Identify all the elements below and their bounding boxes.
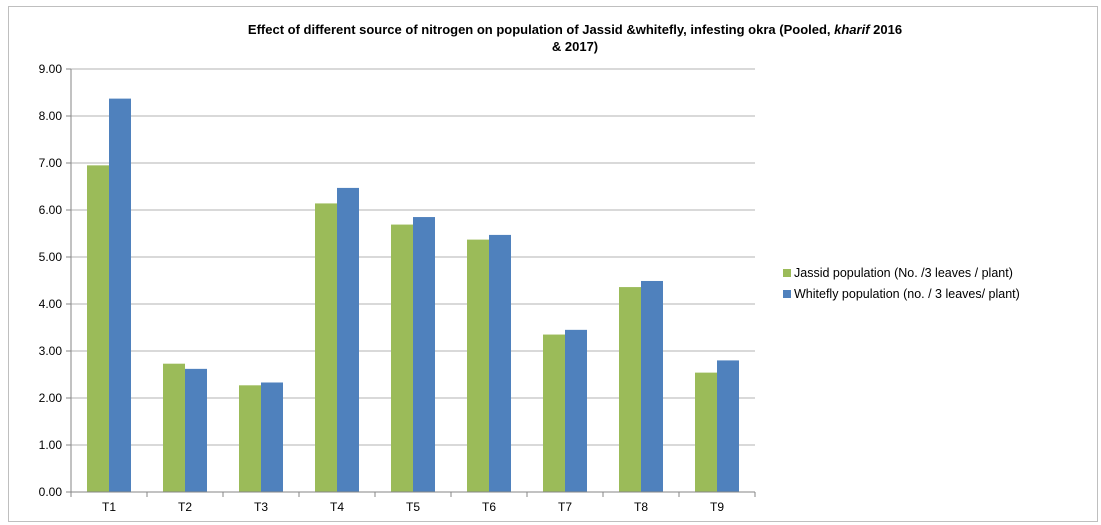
bar-whitefly-t5 [413,217,435,493]
chart-title-line-2: & 2017) [552,39,598,54]
chart-title: Effect of different source of nitrogen o… [248,22,902,54]
x-tick-label: T8 [634,500,648,514]
x-tick-label: T4 [330,500,344,514]
x-tick-label: T9 [710,500,724,514]
y-tick-label: 0.00 [39,485,63,499]
y-tick-label: 1.00 [39,438,63,452]
bar-jassid-t7 [543,334,565,492]
bar-chart: Effect of different source of nitrogen o… [39,22,1020,514]
chart-title-part-2: 2016 [870,22,903,37]
bar-whitefly-t9 [717,360,739,492]
legend: Jassid population (No. /3 leaves / plant… [783,266,1020,301]
legend-label-whitefly: Whitefly population (no. / 3 leaves/ pla… [794,287,1020,301]
y-tick-label: 9.00 [39,62,63,76]
bar-jassid-t6 [467,239,489,492]
x-tick-label: T1 [102,500,116,514]
legend-label-jassid: Jassid population (No. /3 leaves / plant… [794,266,1013,280]
bar-jassid-t4 [315,203,337,493]
bar-jassid-t9 [695,372,717,492]
y-axis: 0.00 1.00 2.00 3.00 4.00 5.00 6.00 7.00 8.00 9.00 [39,62,72,499]
x-tick-label: T6 [482,500,496,514]
x-tick-label: T5 [406,500,420,514]
x-tick-label: T7 [558,500,572,514]
y-tick-label: 2.00 [39,391,63,405]
bar-whitefly-t4 [337,187,359,492]
x-tick-label: T2 [178,500,192,514]
chart-title-line-1: Effect of different source of nitrogen o… [248,22,902,37]
bar-whitefly-t8 [641,280,663,492]
y-tick-label: 4.00 [39,297,63,311]
chart-title-part-italic: kharif [834,22,871,37]
bar-whitefly-t1 [109,98,131,493]
chart-title-part-1: Effect of different source of nitrogen o… [248,22,834,37]
x-axis: T1 T2 T3 T4 T5 T6 T7 T8 T9 [70,491,756,514]
bar-jassid-t3 [239,385,261,492]
bar-jassid-t5 [391,224,413,492]
bar-jassid-t2 [163,363,185,492]
legend-swatch-whitefly [783,290,791,298]
y-tick-label: 3.00 [39,344,63,358]
legend-swatch-jassid [783,269,791,277]
bar-whitefly-t2 [185,368,207,492]
y-tick-label: 5.00 [39,250,63,264]
x-tick-label: T3 [254,500,268,514]
bar-whitefly-t7 [565,329,587,492]
y-tick-label: 7.00 [39,156,63,170]
chart-frame: Effect of different source of nitrogen o… [8,6,1098,522]
y-tick-label: 8.00 [39,109,63,123]
y-tick-label: 6.00 [39,203,63,217]
bar-jassid-t8 [619,287,641,492]
bar-jassid-t1 [87,165,109,492]
bar-whitefly-t6 [489,234,511,492]
bar-whitefly-t3 [261,382,283,492]
bars [87,98,739,493]
